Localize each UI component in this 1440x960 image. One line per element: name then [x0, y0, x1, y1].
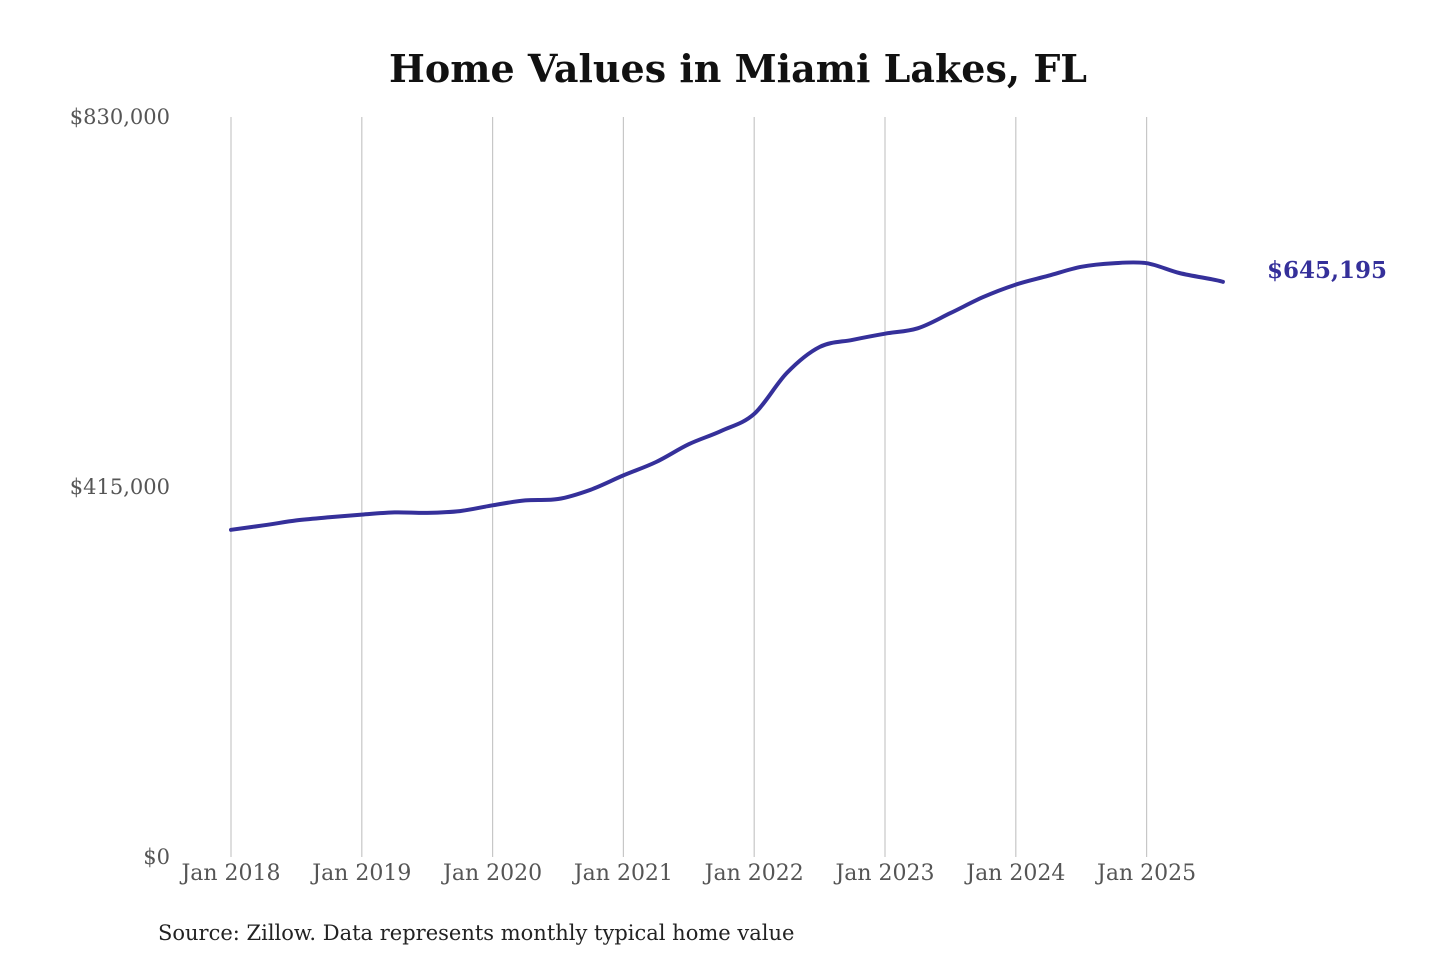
x-axis: Jan 2018 Jan 2019 Jan 2020 Jan 2021 Jan 2022… [179, 861, 1196, 886]
grid-lines [230, 117, 1148, 857]
y-tick-label: $830,000 [70, 105, 170, 129]
x-tick-label: Jan 2020 [441, 861, 542, 886]
x-tick-label: Jan 2021 [572, 861, 673, 886]
x-tick-label: Jan 2025 [1095, 861, 1196, 886]
latest-value-label: $645,195 [1267, 257, 1387, 284]
x-tick-label: Jan 2024 [964, 861, 1065, 886]
y-tick-label: $415,000 [70, 475, 170, 499]
home-value-series-line [229, 260, 1225, 532]
x-tick-label: Jan 2019 [310, 861, 411, 886]
chart-title: Home Values in Miami Lakes, FL [389, 46, 1087, 91]
source-note: Source: Zillow. Data represents monthly … [158, 921, 794, 945]
y-axis: $0 $415,000 $830,000 [70, 105, 170, 869]
y-tick-label: $0 [143, 845, 170, 869]
x-tick-label: Jan 2018 [179, 861, 280, 886]
x-tick-label: Jan 2023 [833, 861, 934, 886]
x-tick-label: Jan 2022 [703, 861, 804, 886]
